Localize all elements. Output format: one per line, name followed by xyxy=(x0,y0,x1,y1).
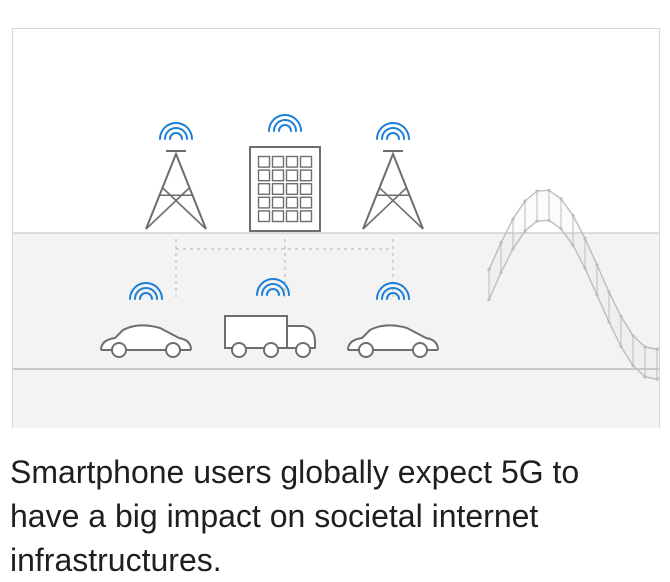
caption-text: Smartphone users globally expect 5G to h… xyxy=(10,450,650,582)
infographic-figure xyxy=(12,28,660,428)
